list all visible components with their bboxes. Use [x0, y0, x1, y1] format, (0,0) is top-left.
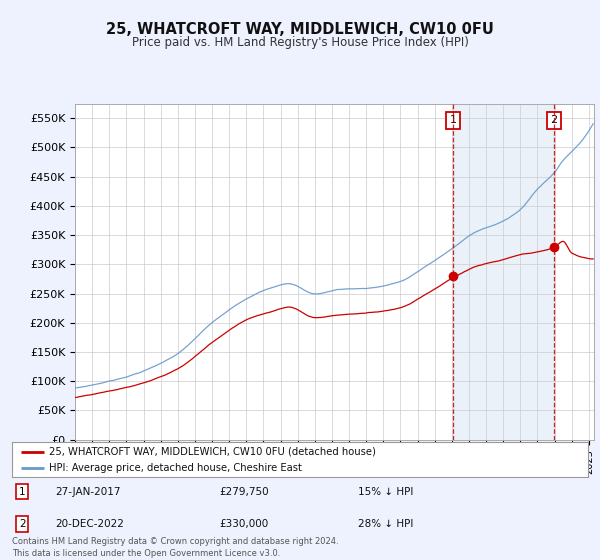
Bar — [453, 104, 554, 440]
Text: 20-DEC-2022: 20-DEC-2022 — [55, 519, 124, 529]
Text: 1: 1 — [19, 487, 26, 497]
Text: Price paid vs. HM Land Registry's House Price Index (HPI): Price paid vs. HM Land Registry's House … — [131, 36, 469, 49]
Text: 2: 2 — [19, 519, 26, 529]
Text: 25, WHATCROFT WAY, MIDDLEWICH, CW10 0FU: 25, WHATCROFT WAY, MIDDLEWICH, CW10 0FU — [106, 22, 494, 38]
Text: Contains HM Land Registry data © Crown copyright and database right 2024.
This d: Contains HM Land Registry data © Crown c… — [12, 537, 338, 558]
Text: HPI: Average price, detached house, Cheshire East: HPI: Average price, detached house, Ches… — [49, 463, 302, 473]
Text: 28% ↓ HPI: 28% ↓ HPI — [358, 519, 413, 529]
Text: 27-JAN-2017: 27-JAN-2017 — [55, 487, 121, 497]
Text: £330,000: £330,000 — [220, 519, 269, 529]
Text: 1: 1 — [449, 115, 457, 125]
Text: £279,750: £279,750 — [220, 487, 269, 497]
Text: 25, WHATCROFT WAY, MIDDLEWICH, CW10 0FU (detached house): 25, WHATCROFT WAY, MIDDLEWICH, CW10 0FU … — [49, 447, 376, 457]
Text: 15% ↓ HPI: 15% ↓ HPI — [358, 487, 413, 497]
Text: 2: 2 — [551, 115, 557, 125]
